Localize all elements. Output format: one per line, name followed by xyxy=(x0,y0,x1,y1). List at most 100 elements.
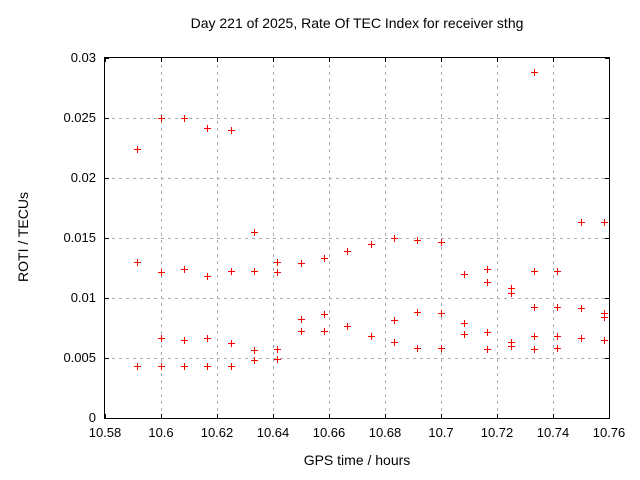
data-point-marker xyxy=(320,254,328,262)
x-tick-label: 10.7 xyxy=(428,425,454,440)
x-tick-mark xyxy=(553,58,554,62)
x-tick-mark xyxy=(273,414,274,418)
data-point-marker xyxy=(204,335,212,343)
data-point-marker xyxy=(530,332,538,340)
data-point-marker xyxy=(460,270,468,278)
data-point-marker xyxy=(577,335,585,343)
data-point-marker xyxy=(484,329,492,337)
y-tick-label: 0.015 xyxy=(63,230,96,245)
data-point-marker xyxy=(250,356,258,364)
y-tick-mark xyxy=(105,58,109,59)
data-point-marker xyxy=(180,336,188,344)
data-point-marker xyxy=(600,310,608,318)
data-point-marker xyxy=(437,239,445,247)
data-point-marker xyxy=(157,269,165,277)
x-tick-label: 10.62 xyxy=(200,425,234,440)
x-tick-mark xyxy=(385,58,386,62)
x-axis-label: GPS time / hours xyxy=(303,452,411,468)
y-tick-mark xyxy=(605,238,609,239)
x-tick-label: 10.72 xyxy=(480,425,514,440)
plot-area xyxy=(104,57,610,419)
y-tick-mark xyxy=(605,418,609,419)
data-point-marker xyxy=(250,347,258,355)
y-tick-label: 0.02 xyxy=(70,170,96,185)
data-point-marker xyxy=(180,114,188,122)
data-point-marker xyxy=(157,114,165,122)
y-tick-mark xyxy=(605,58,609,59)
x-tick-mark xyxy=(161,414,162,418)
data-point-marker xyxy=(134,258,142,266)
data-point-marker xyxy=(134,362,142,370)
data-point-marker xyxy=(157,362,165,370)
data-point-marker xyxy=(530,68,538,76)
data-point-marker xyxy=(437,344,445,352)
data-point-marker xyxy=(600,313,608,321)
y-tick-mark xyxy=(105,178,109,179)
data-point-marker xyxy=(484,265,492,273)
gridline-horizontal xyxy=(105,358,609,359)
x-tick-mark xyxy=(217,414,218,418)
data-point-marker xyxy=(507,289,515,297)
data-point-marker xyxy=(507,284,515,292)
x-tick-mark xyxy=(329,414,330,418)
x-tick-mark xyxy=(609,58,610,62)
data-point-marker xyxy=(250,228,258,236)
data-point-marker xyxy=(134,145,142,153)
y-tick-label: 0.005 xyxy=(63,350,96,365)
data-point-marker xyxy=(530,268,538,276)
y-tick-mark xyxy=(605,358,609,359)
x-tick-label: 10.58 xyxy=(88,425,122,440)
data-point-marker xyxy=(320,311,328,319)
data-point-marker xyxy=(414,344,422,352)
y-tick-label: 0.025 xyxy=(63,110,96,125)
data-point-marker xyxy=(367,240,375,248)
x-tick-mark xyxy=(441,58,442,62)
data-point-marker xyxy=(180,265,188,273)
data-point-marker xyxy=(344,247,352,255)
data-point-marker xyxy=(227,362,235,370)
data-point-marker xyxy=(390,317,398,325)
x-tick-mark xyxy=(217,58,218,62)
gridline-horizontal xyxy=(105,238,609,239)
data-point-marker xyxy=(297,316,305,324)
x-tick-mark xyxy=(385,414,386,418)
y-tick-mark xyxy=(105,418,109,419)
chart-title: Day 221 of 2025, Rate Of TEC Index for r… xyxy=(190,15,524,31)
data-point-marker xyxy=(250,268,258,276)
data-point-marker xyxy=(390,338,398,346)
y-tick-mark xyxy=(105,298,109,299)
y-tick-mark xyxy=(105,118,109,119)
x-tick-label: 10.6 xyxy=(148,425,174,440)
x-tick-label: 10.66 xyxy=(312,425,346,440)
data-point-marker xyxy=(227,268,235,276)
x-tick-mark xyxy=(273,58,274,62)
data-point-marker xyxy=(484,346,492,354)
data-point-marker xyxy=(530,304,538,312)
x-tick-label: 10.64 xyxy=(256,425,290,440)
data-point-marker xyxy=(414,308,422,316)
data-point-marker xyxy=(297,259,305,267)
x-tick-label: 10.76 xyxy=(592,425,626,440)
data-point-marker xyxy=(437,310,445,318)
x-tick-label: 10.68 xyxy=(368,425,402,440)
data-point-marker xyxy=(157,335,165,343)
data-point-marker xyxy=(274,258,282,266)
x-tick-mark xyxy=(497,58,498,62)
gridline-horizontal xyxy=(105,178,609,179)
data-point-marker xyxy=(577,305,585,313)
gridline-horizontal xyxy=(105,118,609,119)
data-point-marker xyxy=(204,272,212,280)
y-tick-mark xyxy=(605,298,609,299)
data-point-marker xyxy=(227,340,235,348)
data-point-marker xyxy=(507,338,515,346)
y-tick-mark xyxy=(605,178,609,179)
data-point-marker xyxy=(274,355,282,363)
data-point-marker xyxy=(554,332,562,340)
x-tick-mark xyxy=(105,58,106,62)
y-tick-mark xyxy=(105,358,109,359)
x-tick-mark xyxy=(441,414,442,418)
y-tick-label: 0.01 xyxy=(70,290,96,305)
data-point-marker xyxy=(274,269,282,277)
data-point-marker xyxy=(414,236,422,244)
